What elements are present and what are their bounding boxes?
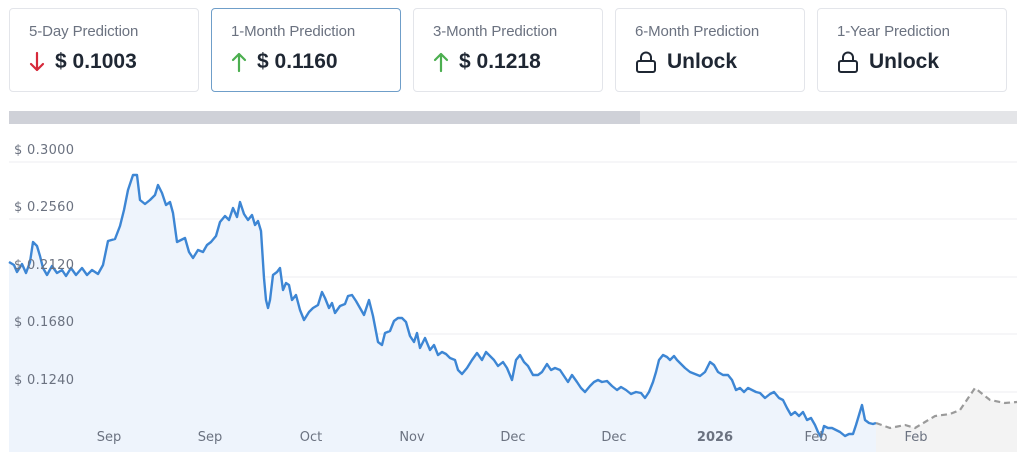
x-tick-label: Dec — [500, 430, 526, 445]
card-title: 3-Month Prediction — [433, 23, 558, 40]
card-value: $ 0.1218 — [459, 50, 541, 73]
y-tick-label: $ 0.2560 — [14, 200, 75, 215]
x-tick-label: Nov — [399, 430, 425, 445]
arrow-up-icon — [433, 52, 449, 73]
x-tick-label: Oct — [299, 430, 323, 445]
card-3-month[interactable]: 3-Month Prediction $ 0.1218 — [413, 8, 603, 92]
x-tick-label: Feb — [904, 430, 928, 445]
card-title: 5-Day Prediction — [29, 23, 139, 40]
card-value: $ 0.1003 — [55, 50, 137, 73]
x-tick-label: Dec — [601, 430, 627, 445]
lock-icon — [838, 51, 858, 73]
forecast-area — [876, 388, 1017, 452]
card-5-day[interactable]: 5-Day Prediction $ 0.1003 — [9, 8, 199, 92]
y-tick-label: $ 0.1680 — [14, 315, 75, 330]
card-title: 1-Year Prediction — [837, 23, 950, 40]
x-tick-label: Sep — [197, 430, 223, 445]
x-tick-label-year: 2026 — [696, 430, 734, 445]
unlock-label: Unlock — [869, 50, 940, 73]
history-area — [9, 175, 876, 452]
arrow-up-icon — [231, 52, 247, 73]
x-tick-label: Sep — [96, 430, 122, 445]
card-title: 6-Month Prediction — [635, 23, 760, 40]
card-1-year[interactable]: 1-Year Prediction Unlock — [817, 8, 1007, 92]
prediction-cards: 5-Day Prediction $ 0.1003 1-Month Predic… — [9, 8, 1007, 92]
y-tick-label: $ 0.3000 — [14, 143, 75, 158]
y-tick-label: $ 0.2120 — [14, 258, 75, 273]
y-tick-label: $ 0.1240 — [14, 373, 75, 388]
chart-range-scrollbar[interactable] — [9, 111, 1017, 124]
card-1-month[interactable]: 1-Month Prediction $ 0.1160 — [211, 8, 401, 92]
card-6-month[interactable]: 6-Month Prediction Unlock — [615, 8, 805, 92]
card-value: $ 0.1160 — [257, 50, 338, 73]
forecast-line — [875, 386, 1018, 430]
unlock-label: Unlock — [667, 50, 738, 73]
arrow-down-icon — [29, 51, 45, 72]
scrollbar-thumb[interactable] — [9, 111, 640, 124]
card-title: 1-Month Prediction — [231, 23, 356, 40]
history-line — [8, 173, 877, 439]
x-tick-label: Feb — [804, 430, 828, 445]
lock-icon — [636, 51, 656, 73]
